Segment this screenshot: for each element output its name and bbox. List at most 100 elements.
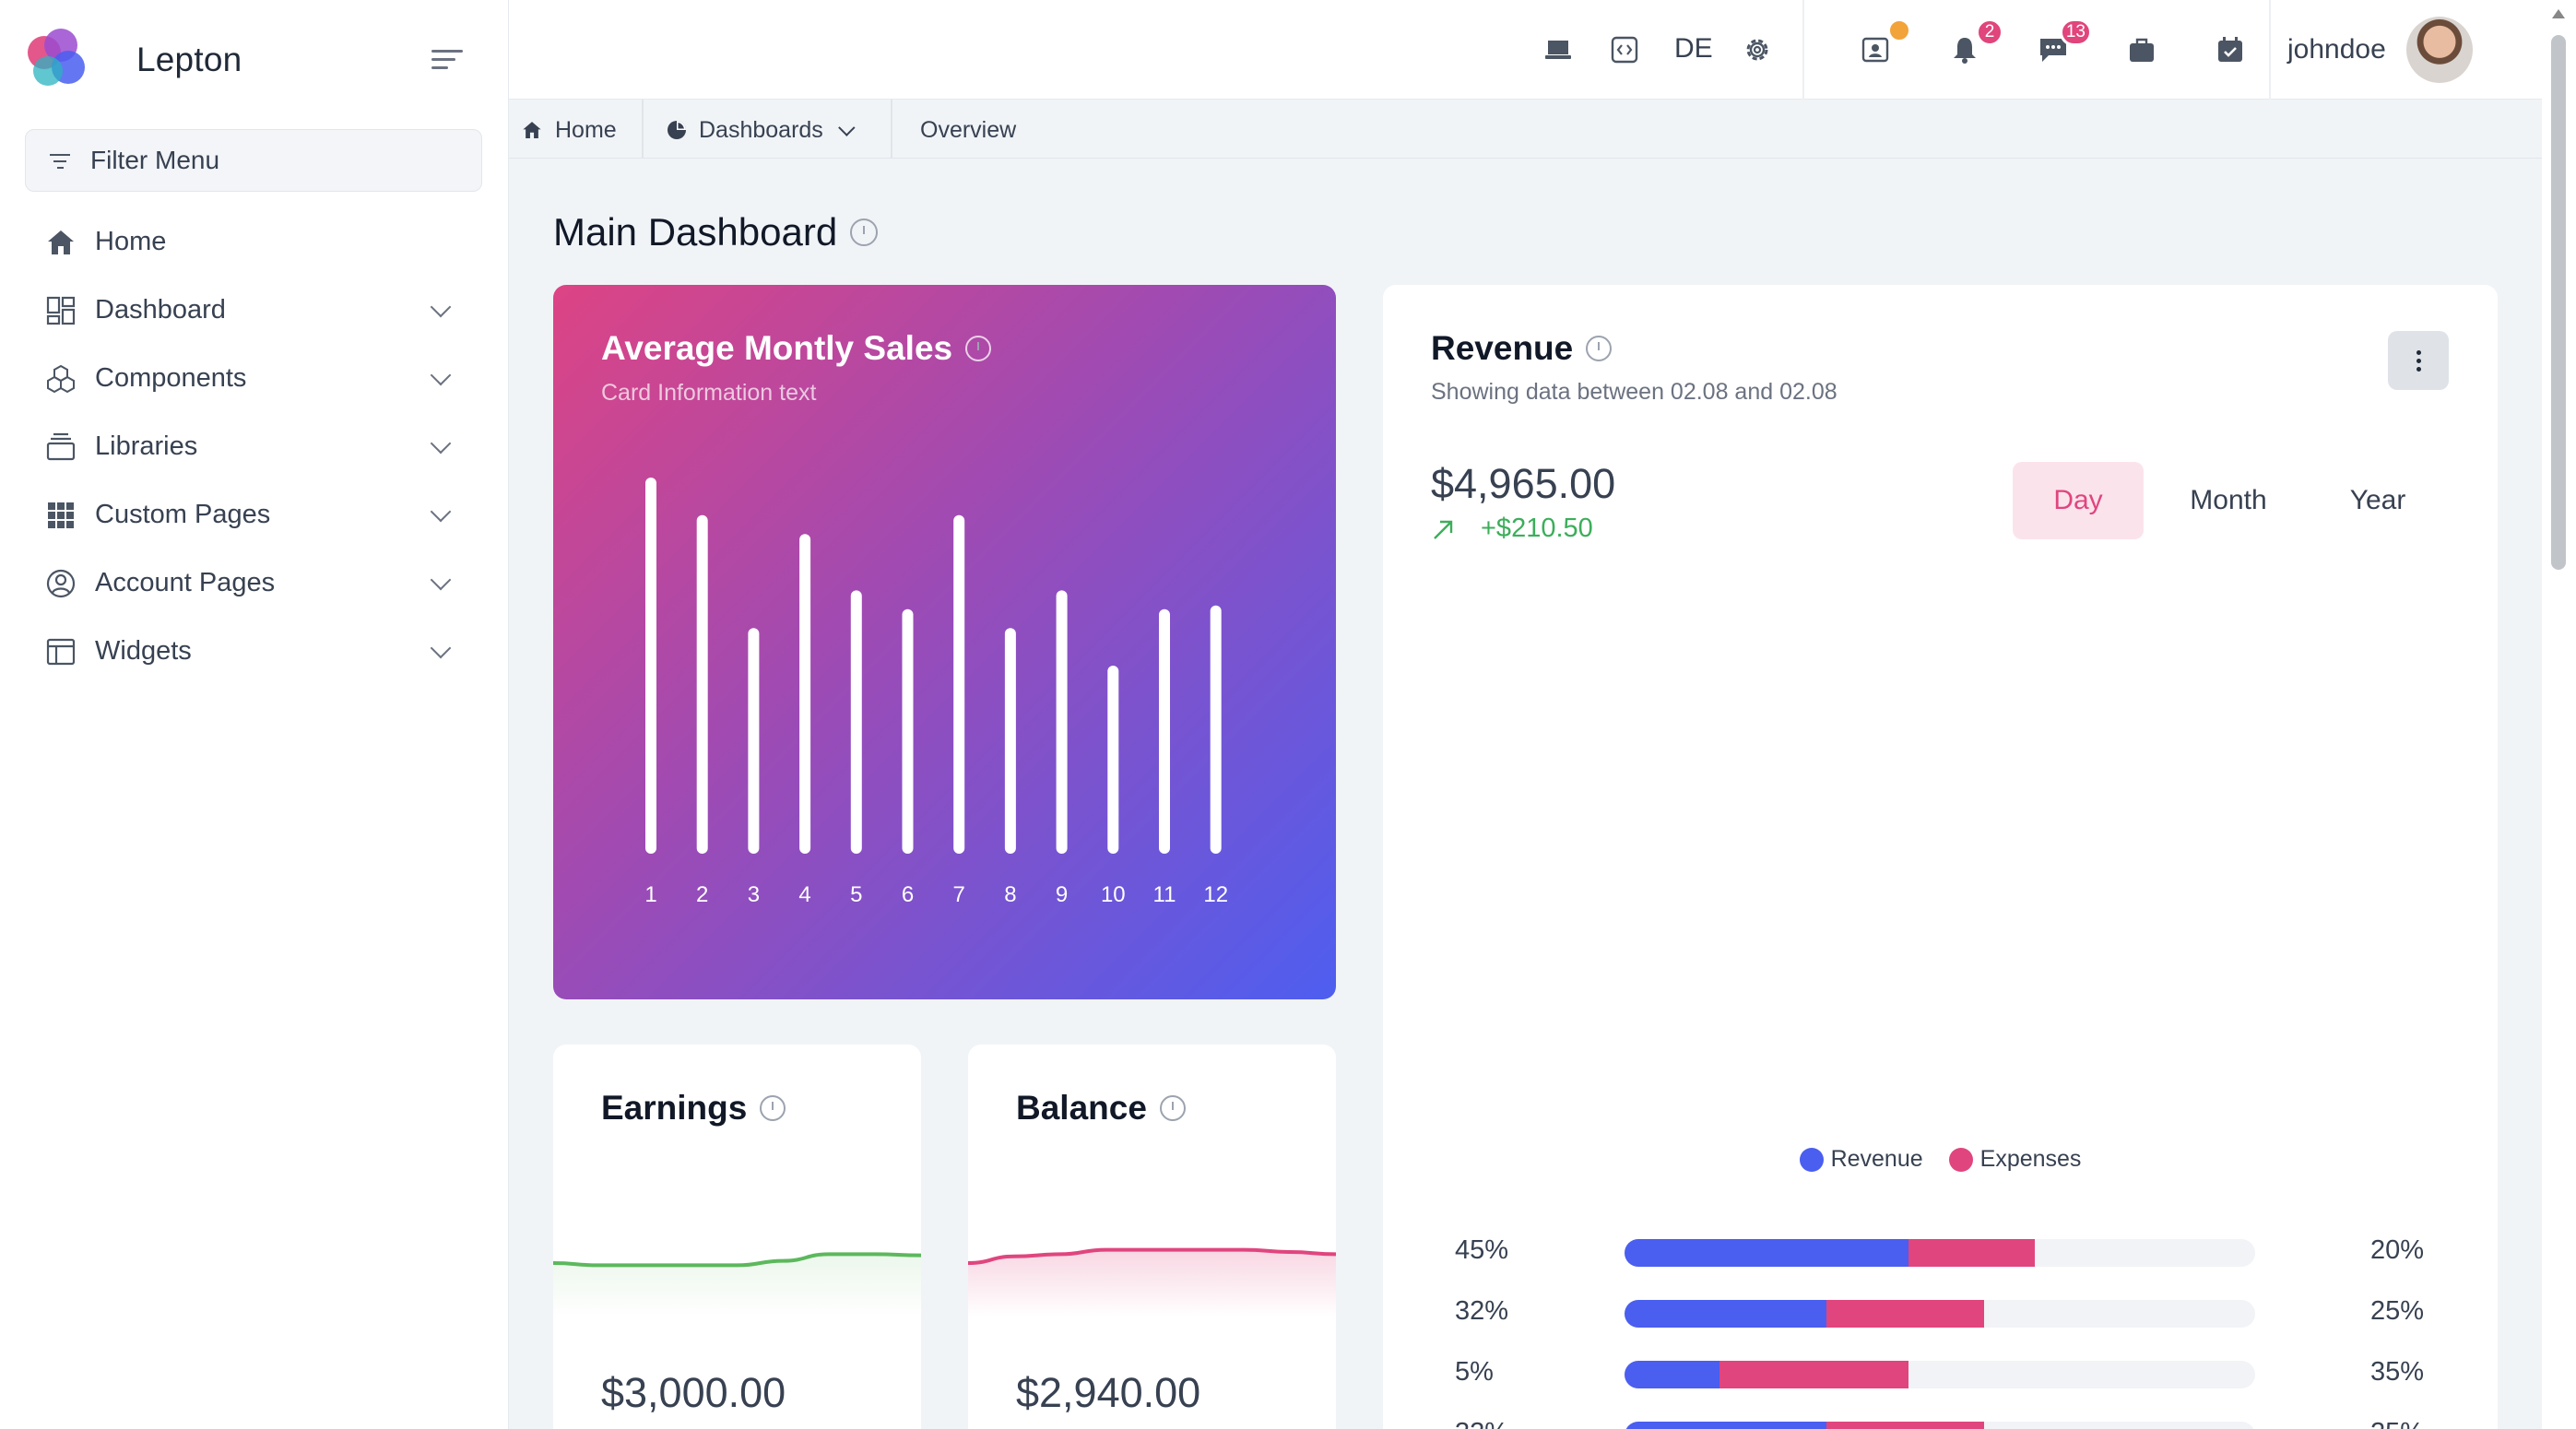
- revenue-title-row: Revenue: [1431, 329, 1613, 368]
- balance-card: Balance $2,940.00: [968, 1045, 1336, 1429]
- calendar-check-icon[interactable]: [2212, 31, 2249, 68]
- info-icon[interactable]: [965, 336, 992, 361]
- brand[interactable]: Lepton: [28, 28, 242, 92]
- sales-bar-label: 11: [1153, 882, 1176, 907]
- breadcrumb-dashboards-label: Dashboards: [699, 116, 823, 143]
- window-layout-icon: [46, 638, 76, 666]
- filter-menu-input[interactable]: Filter Menu: [25, 129, 482, 192]
- segment-month-button[interactable]: Month: [2190, 485, 2267, 515]
- breadcrumb-home[interactable]: Home: [522, 112, 617, 148]
- chevron-down-icon: [430, 296, 452, 318]
- info-icon[interactable]: [1159, 1095, 1186, 1121]
- segment-day-button[interactable]: Day: [2013, 462, 2144, 539]
- page-scrollbar[interactable]: [2542, 0, 2576, 1429]
- more-options-button[interactable]: [2388, 331, 2449, 390]
- filter-menu-label: Filter Menu: [90, 146, 220, 174]
- breadcrumb-current: Overview: [920, 116, 1017, 143]
- revenue-delta-value: +$210.50: [1481, 514, 1593, 543]
- progress-right-label: 25%: [2369, 1296, 2424, 1326]
- sales-bar: [1210, 605, 1222, 854]
- sales-card-title: Average Montly Sales: [601, 329, 953, 367]
- bell-icon[interactable]: 2: [1946, 18, 2003, 68]
- sidebar-item-home[interactable]: Home: [0, 207, 509, 276]
- notification-count-badge: 2: [1976, 18, 2003, 46]
- chevron-down-icon: [430, 637, 452, 659]
- legend-item-expenses[interactable]: Expenses: [1948, 1146, 2081, 1173]
- sidebar-item-components[interactable]: Components: [0, 344, 509, 412]
- sales-bar: [696, 514, 708, 854]
- legend-dot: [1948, 1147, 1973, 1172]
- chevron-down-icon: [430, 432, 452, 455]
- sparkline-area: [968, 1249, 1336, 1317]
- revenue-bar: [1625, 1239, 1908, 1267]
- sparkline-area: [553, 1254, 921, 1317]
- legend-item-revenue[interactable]: Revenue: [1799, 1146, 1923, 1173]
- sidebar-item-widgets[interactable]: Widgets: [0, 617, 509, 685]
- revenue-bar: [1625, 1300, 1826, 1328]
- sales-bar: [1159, 608, 1170, 854]
- revenue-title: Revenue: [1431, 329, 1574, 367]
- sidebar-item-libraries[interactable]: Libraries: [0, 412, 509, 480]
- chat-icon[interactable]: 13: [2035, 18, 2092, 68]
- filter-icon: [50, 154, 70, 173]
- breadcrumb-dashboards[interactable]: Dashboards: [666, 112, 856, 148]
- contact-card-icon[interactable]: [1858, 18, 1911, 68]
- sales-bar: [799, 534, 811, 854]
- sidebar-item-account-pages[interactable]: Account Pages: [0, 549, 509, 617]
- segment-year-button[interactable]: Year: [2349, 485, 2406, 515]
- sidebar-item-dashboard[interactable]: Dashboard: [0, 276, 509, 344]
- top-navbar: DE 2 13 johndoe: [509, 0, 2542, 100]
- breadcrumb-home-label: Home: [555, 116, 617, 143]
- info-icon[interactable]: [760, 1095, 786, 1121]
- sales-bar-label: 4: [798, 882, 810, 907]
- briefcase-icon[interactable]: [2123, 31, 2160, 68]
- message-count-badge: 13: [2059, 18, 2092, 46]
- sidebar-item-label: Dashboard: [95, 294, 226, 325]
- progress-row: 32% 25%: [1383, 1294, 2498, 1331]
- progress-left-label: 5%: [1455, 1357, 1494, 1387]
- sales-card-title-row: Average Montly Sales: [601, 329, 992, 368]
- progress-track: [1625, 1300, 2255, 1328]
- revenue-delta: +$210.50: [1431, 514, 1593, 544]
- settings-gear-icon[interactable]: [1739, 31, 1776, 68]
- pie-chart-icon: [668, 121, 686, 139]
- laptop-icon[interactable]: [1540, 31, 1577, 68]
- sidebar-item-label: Components: [95, 362, 247, 393]
- expenses-bar: [1826, 1300, 1984, 1328]
- language-selector[interactable]: DE: [1674, 33, 1713, 64]
- expenses-bar: [1826, 1422, 1984, 1429]
- topbar-divider: [2269, 0, 2271, 100]
- topbar-divider: [1802, 0, 1804, 100]
- progress-track: [1625, 1422, 2255, 1429]
- sidebar-item-label: Widgets: [95, 635, 192, 666]
- earnings-card: Earnings $3,000.00: [553, 1045, 921, 1429]
- status-dot: [1887, 18, 1911, 42]
- menu-collapse-icon[interactable]: [431, 50, 463, 72]
- sales-bar: [1056, 590, 1068, 854]
- revenue-amount: $4,965.00: [1431, 460, 1616, 507]
- expenses-bar: [1719, 1361, 1908, 1388]
- sales-bar: [953, 514, 965, 854]
- apps-grid-icon: [48, 502, 74, 528]
- sidebar-item-custom-pages[interactable]: Custom Pages: [0, 480, 509, 549]
- sales-bar: [1004, 628, 1016, 854]
- scroll-up-icon[interactable]: [2552, 9, 2565, 18]
- scrollbar-thumb[interactable]: [2551, 35, 2566, 570]
- sparkline-line: [968, 1247, 1336, 1265]
- sales-bar-label: 9: [1056, 882, 1068, 907]
- username[interactable]: johndoe: [2287, 34, 2386, 65]
- home-icon: [48, 230, 74, 254]
- balance-amount: $2,940.00: [1016, 1369, 1201, 1416]
- code-icon[interactable]: [1606, 31, 1643, 68]
- progress-left-label: 32%: [1455, 1296, 1509, 1326]
- info-icon[interactable]: [850, 218, 879, 246]
- revenue-card: Revenue Showing data between 02.08 and 0…: [1383, 285, 2498, 1429]
- brand-name: Lepton: [136, 41, 242, 78]
- sales-bar: [902, 608, 914, 854]
- average-monthly-sales-card: Average Montly Sales Card Information te…: [553, 285, 1336, 999]
- sidebar-item-label: Home: [95, 226, 167, 256]
- progress-right-label: 35%: [2369, 1357, 2424, 1387]
- sales-bar-label: 7: [953, 882, 965, 907]
- avatar[interactable]: [2406, 17, 2473, 83]
- info-icon[interactable]: [1586, 336, 1613, 361]
